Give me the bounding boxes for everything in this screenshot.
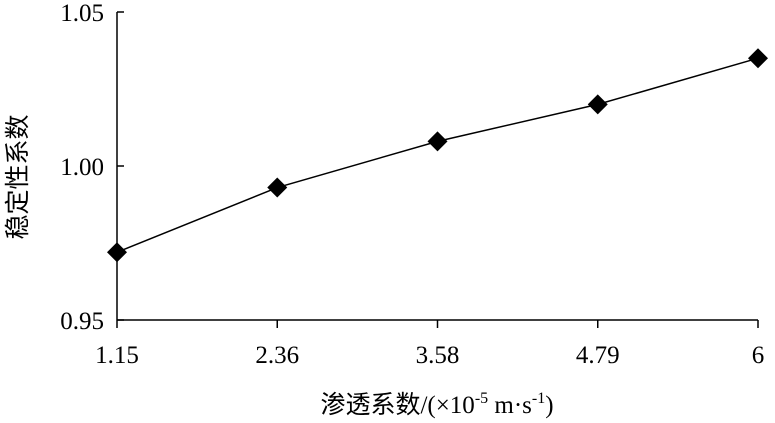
y-ticks: 0.95 1.00 1.05 bbox=[60, 0, 124, 335]
data-point-marker bbox=[107, 242, 127, 263]
y-tick-label: 0.95 bbox=[60, 308, 104, 335]
data-point-marker bbox=[587, 94, 608, 115]
x-axis-title-exponent: -5 bbox=[475, 390, 488, 407]
series bbox=[107, 48, 768, 263]
y-tick-label: 1.00 bbox=[60, 154, 104, 181]
y-tick-label: 1.05 bbox=[60, 0, 104, 27]
data-point-marker bbox=[427, 131, 448, 152]
x-axis-title-tail: ) bbox=[545, 392, 553, 419]
data-point-marker bbox=[267, 177, 288, 198]
x-tick-label: 3.58 bbox=[416, 342, 460, 369]
data-point-marker bbox=[748, 48, 768, 69]
x-tick-label: 1.15 bbox=[95, 342, 139, 369]
x-axis-title-unit-exponent: -1 bbox=[532, 390, 545, 407]
x-tick-label: 6 bbox=[752, 342, 765, 369]
x-axis-title-unit: m·s bbox=[488, 392, 532, 419]
axes bbox=[116, 12, 758, 321]
series-line bbox=[116, 57, 759, 253]
x-axis-title: 渗透系数/(×10-5 m·s-1) bbox=[320, 390, 553, 419]
x-tick-label: 2.36 bbox=[255, 342, 299, 369]
y-axis-title: 稳定性系数 bbox=[4, 114, 32, 239]
x-tick-label: 4.79 bbox=[576, 342, 620, 369]
x-ticks: 1.15 2.36 3.58 4.79 6 bbox=[95, 320, 764, 369]
